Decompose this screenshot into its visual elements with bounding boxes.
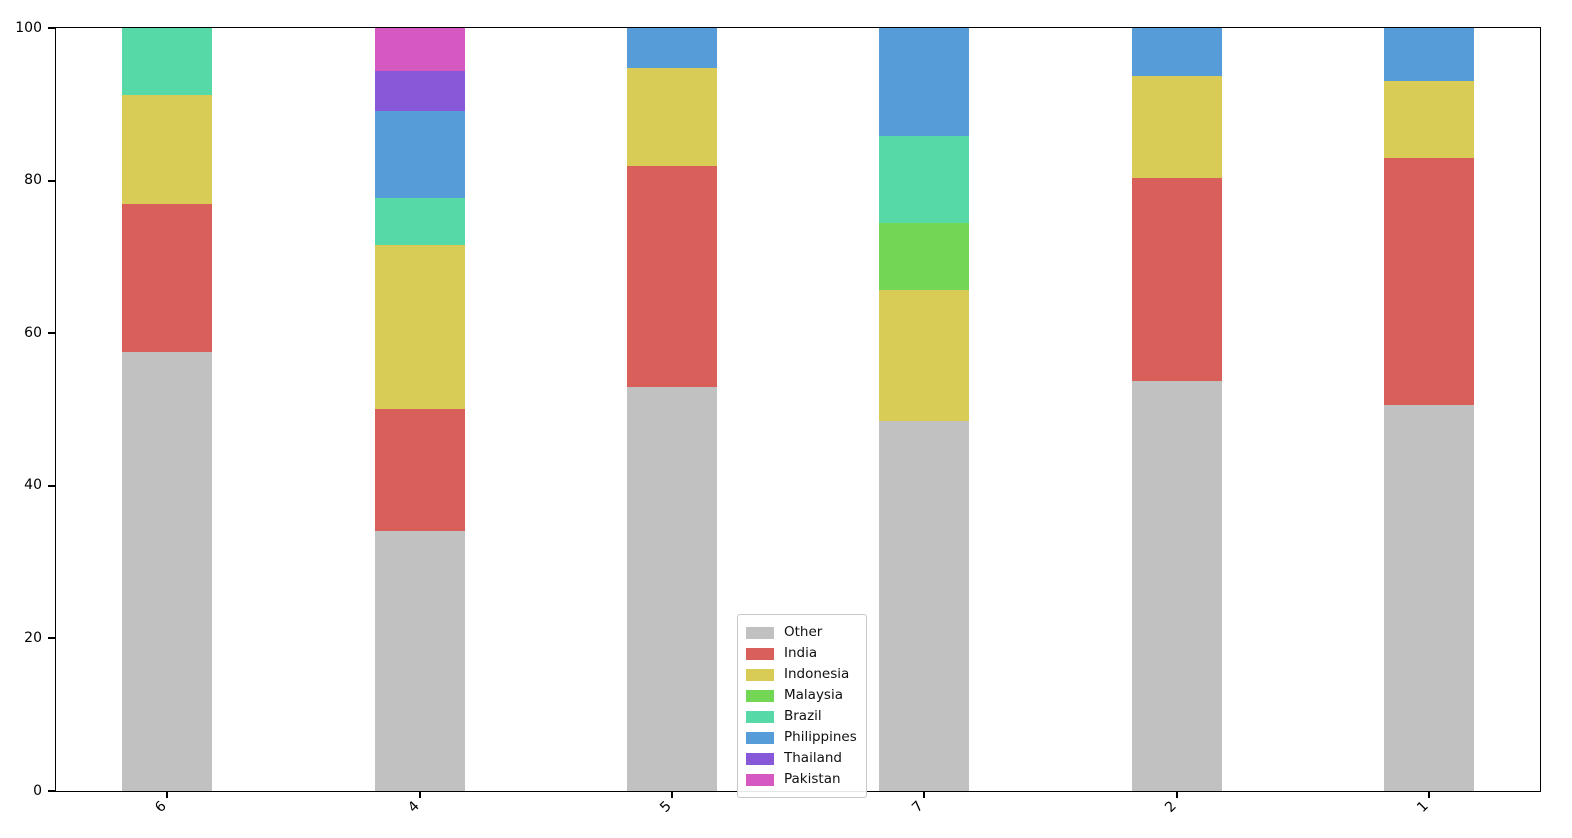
legend-label-brazil: Brazil: [784, 708, 822, 724]
legend-label-pakistan: Pakistan: [784, 771, 841, 787]
legend-item-indonesia: Indonesia: [746, 664, 857, 685]
y-tick-mark-20: [48, 637, 55, 640]
bar-1-segment-philippines: [1384, 28, 1475, 81]
bar-1-segment-other: [1384, 404, 1475, 791]
legend-item-pakistan: Pakistan: [746, 769, 857, 790]
x-tick-mark-6: [166, 791, 169, 798]
x-tick-label-2: 2: [1161, 798, 1180, 816]
legend-label-indonesia: Indonesia: [784, 666, 850, 682]
y-tick-label-60: 60: [24, 324, 42, 341]
legend-swatch-icon-other: [746, 626, 774, 639]
legend-item-india: India: [746, 643, 857, 664]
bar-2-segment-philippines: [1131, 28, 1222, 77]
bar-4-segment-thailand: [374, 70, 465, 112]
y-tick-mark-0: [48, 790, 55, 792]
bar-7-segment-philippines: [879, 28, 970, 137]
legend-item-brazil: Brazil: [746, 706, 857, 727]
legend-item-philippines: Philippines: [746, 727, 857, 748]
x-tick-label-1: 1: [1414, 798, 1432, 816]
plot-area: 0 20 40 60 80 100 6 4 5 7 2 1 Other India Indonesia M…: [15, 20, 1541, 816]
bar-4-segment-indonesia: [374, 244, 465, 409]
bar-1-segment-india: [1384, 157, 1475, 405]
bar-7-segment-indonesia: [879, 290, 970, 421]
y-tick-label-40: 40: [24, 477, 42, 494]
bar-1-segment-indonesia: [1384, 80, 1475, 158]
bar-6-segment-indonesia: [122, 95, 213, 205]
legend: Other India Indonesia Malaysia Brazil Philipp…: [737, 614, 867, 798]
legend-swatch-icon-india: [746, 647, 774, 660]
bar-5-segment-other: [627, 386, 717, 791]
bar-6-segment-india: [122, 204, 213, 353]
legend-swatch-icon-thailand: [746, 752, 774, 765]
bar-6-segment-other: [122, 352, 213, 791]
x-tick-mark-7: [923, 791, 926, 798]
bar-7-segment-brazil: [879, 136, 970, 223]
legend-swatch-icon-malaysia: [746, 689, 774, 702]
y-tick-label-0: 0: [33, 782, 42, 799]
x-tick-label-6: 6: [152, 798, 171, 816]
legend-item-malaysia: Malaysia: [746, 685, 857, 706]
bar-5-segment-india: [627, 166, 717, 387]
x-tick-label-7: 7: [909, 798, 928, 816]
legend-label-thailand: Thailand: [784, 750, 842, 766]
x-tick-label-5: 5: [657, 798, 675, 816]
legend-swatch-icon-indonesia: [746, 668, 774, 681]
bar-4-segment-india: [374, 408, 465, 531]
legend-label-other: Other: [784, 624, 823, 640]
legend-item-thailand: Thailand: [746, 748, 857, 769]
y-tick-label-100: 100: [15, 19, 42, 36]
legend-item-other: Other: [746, 622, 857, 643]
y-tick-mark-60: [48, 332, 55, 335]
y-tick-mark-80: [48, 179, 55, 182]
bar-2-segment-india: [1131, 177, 1222, 381]
bar-4-segment-philippines: [374, 111, 465, 199]
legend-label-philippines: Philippines: [784, 729, 857, 745]
y-tick-label-80: 80: [24, 172, 42, 189]
bar-5-segment-indonesia: [627, 67, 717, 167]
bar-7-segment-other: [879, 420, 970, 791]
y-tick-mark-100: [48, 27, 55, 29]
bar-4-segment-brazil: [374, 198, 465, 245]
y-tick-label-20: 20: [24, 629, 42, 646]
x-tick-mark-2: [1175, 791, 1178, 798]
y-tick-mark-40: [48, 484, 55, 487]
bar-4-segment-other: [374, 530, 465, 791]
legend-label-india: India: [784, 645, 818, 661]
legend-swatch-icon-pakistan: [746, 773, 774, 786]
x-tick-mark-5: [671, 791, 673, 798]
legend-swatch-icon-brazil: [746, 710, 774, 723]
bar-2-segment-indonesia: [1131, 76, 1222, 178]
legend-label-malaysia: Malaysia: [784, 687, 843, 703]
bar-7-segment-malaysia: [879, 222, 970, 291]
x-tick-mark-4: [418, 791, 421, 798]
x-tick-label-4: 4: [404, 798, 423, 816]
bar-4-segment-pakistan: [374, 28, 465, 71]
legend-swatch-icon-philippines: [746, 731, 774, 744]
bar-2-segment-other: [1131, 380, 1222, 791]
bar-6-segment-brazil: [122, 28, 213, 96]
bar-5-segment-philippines: [627, 28, 717, 68]
x-tick-mark-1: [1428, 791, 1431, 798]
